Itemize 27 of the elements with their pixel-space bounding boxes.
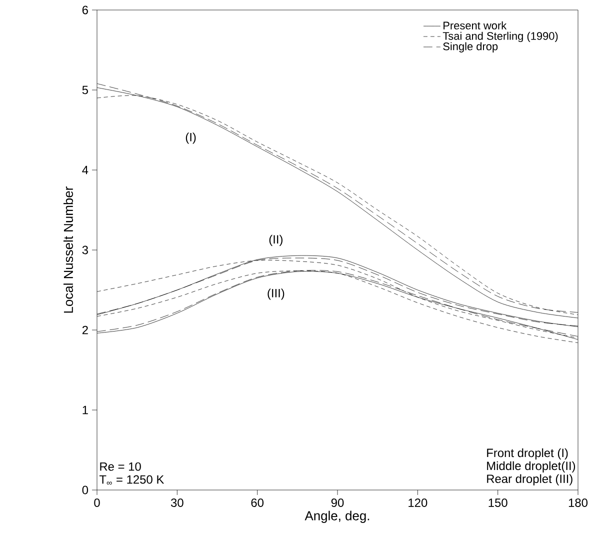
x-tick-label: 150	[488, 498, 508, 507]
x-tick-label: 30	[170, 498, 184, 507]
y-tick-label: 0	[82, 486, 88, 494]
y-tick-label: 6	[82, 6, 88, 14]
y-tick-label: 5	[82, 86, 88, 94]
annotation: Middle droplet(II)	[487, 461, 576, 472]
x-tick-label: 180	[568, 498, 588, 507]
annotation: Front droplet (I)	[487, 448, 568, 460]
y-tick-label: 1	[82, 406, 88, 414]
y-tick-label: 2	[82, 326, 88, 334]
legend-label: Single drop	[443, 42, 498, 52]
legend-label: Present work	[444, 21, 507, 30]
x-tick-label: 90	[331, 498, 344, 507]
annotation: (III)	[268, 288, 284, 300]
y-tick-label: 3	[82, 246, 88, 254]
x-tick-label: 0	[94, 498, 100, 507]
annotation: Re = 10	[100, 462, 141, 471]
annotation: T$_{∞}$ = 1250 K	[99, 475, 164, 485]
y-tick-label: 4	[82, 166, 88, 174]
x-tick-label: 60	[251, 498, 264, 507]
y-axis-title: Local Nusselt Number	[64, 186, 74, 313]
annotation: (I)	[186, 132, 196, 144]
annotation: (II)	[269, 234, 282, 246]
annotation: Rear droplet (III)	[487, 474, 572, 486]
x-axis-title: Angle, deg.	[304, 510, 370, 523]
x-tick-label: 120	[408, 498, 428, 507]
legend-label: Tsai and Sterling (1990)	[442, 32, 558, 42]
